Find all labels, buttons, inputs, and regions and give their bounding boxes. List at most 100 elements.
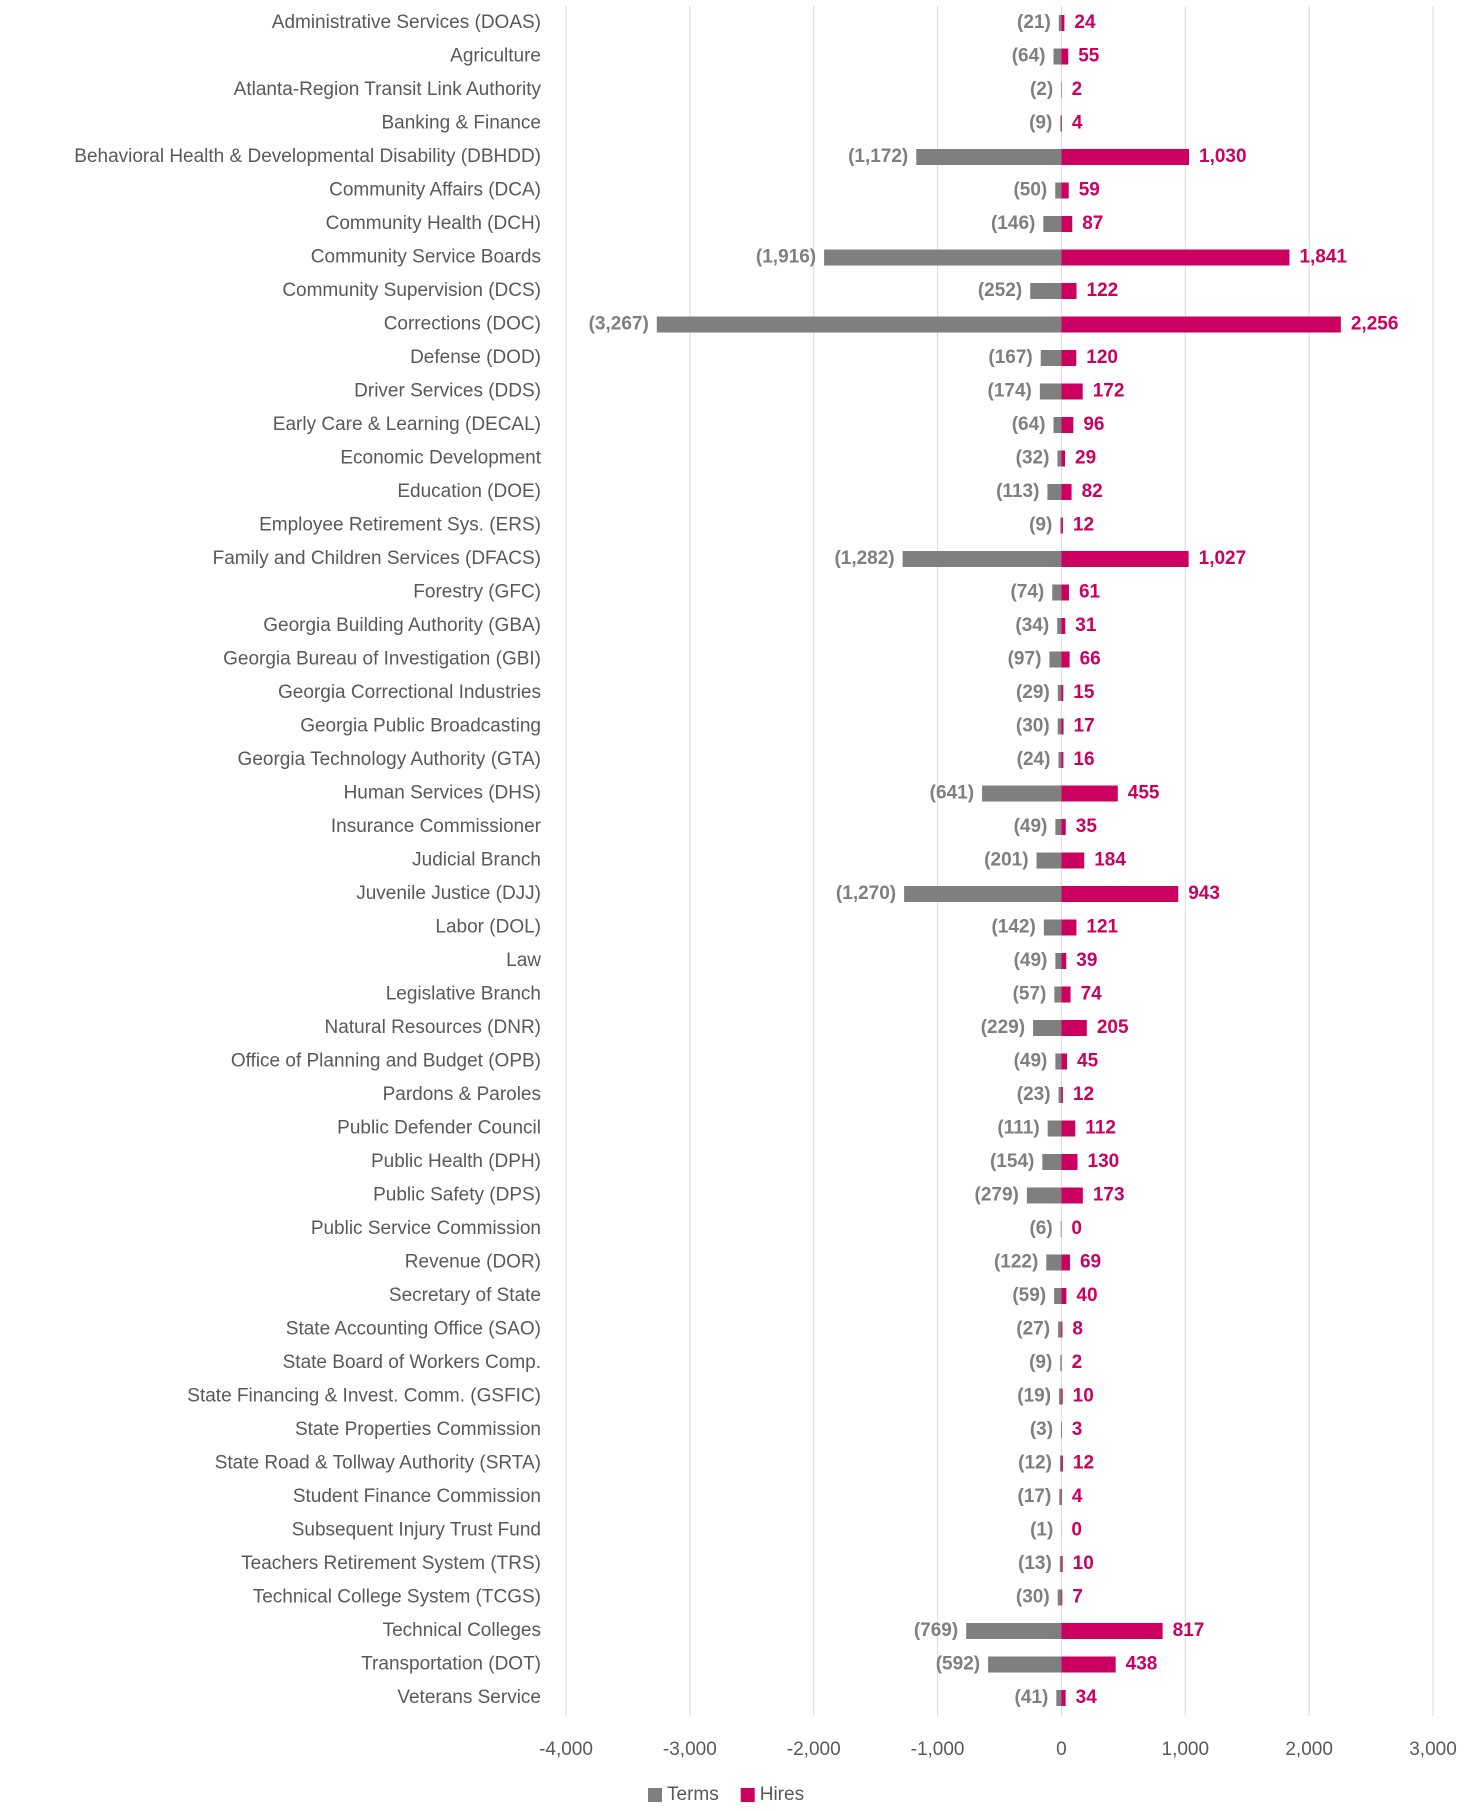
bar — [1057, 618, 1062, 634]
category-label: State Road & Tollway Authority (SRTA) — [215, 1453, 541, 1474]
bar — [1055, 819, 1062, 835]
value-label: 24 — [1074, 12, 1096, 33]
category-label: Atlanta-Region Transit Link Authority — [234, 79, 542, 100]
value-label: 4 — [1072, 1486, 1083, 1507]
category-label: Law — [506, 950, 541, 971]
bar — [1061, 1288, 1067, 1304]
category-label: Human Services (DHS) — [344, 783, 541, 804]
category-label: Corrections (DOC) — [384, 314, 541, 335]
value-label: (111) — [997, 1118, 1039, 1139]
value-label: (41) — [1015, 1687, 1049, 1708]
value-label: (592) — [936, 1654, 980, 1675]
value-label: (201) — [984, 850, 1028, 871]
value-label: (113) — [996, 481, 1039, 502]
value-label: (1) — [1030, 1520, 1053, 1541]
bar — [1058, 1087, 1062, 1103]
bar — [1061, 752, 1064, 768]
value-label: 29 — [1075, 448, 1096, 469]
value-label: (641) — [930, 783, 974, 804]
bar — [1061, 551, 1189, 567]
x-tick-label: -1,000 — [911, 1739, 965, 1760]
category-label: Labor (DOL) — [435, 917, 541, 938]
value-label: 8 — [1072, 1319, 1083, 1340]
bar — [1061, 517, 1063, 534]
category-label: Insurance Commissioner — [331, 816, 542, 837]
category-label: Natural Resources (DNR) — [325, 1017, 541, 1038]
bar — [1061, 450, 1066, 467]
value-label: (1,282) — [834, 548, 894, 569]
bar — [1060, 1221, 1062, 1237]
bar — [1049, 651, 1062, 668]
bar — [1061, 1690, 1066, 1706]
value-label: (64) — [1012, 46, 1046, 67]
value-label: (122) — [994, 1252, 1038, 1273]
bar — [982, 785, 1062, 802]
bar — [1061, 718, 1064, 735]
value-label: (64) — [1012, 414, 1046, 435]
category-label: Teachers Retirement System (TRS) — [241, 1553, 541, 1574]
value-label: 1,030 — [1199, 146, 1247, 167]
value-label: (252) — [978, 280, 1022, 301]
bar — [1042, 1154, 1062, 1170]
value-label: (97) — [1008, 649, 1042, 670]
bar — [1061, 1589, 1063, 1606]
value-label: 12 — [1073, 515, 1094, 536]
category-label: Banking & Finance — [382, 113, 542, 134]
bar — [1039, 383, 1062, 400]
value-label: (21) — [1017, 12, 1051, 33]
category-label: Community Health (DCH) — [326, 213, 541, 234]
value-label: (50) — [1013, 180, 1047, 201]
bar — [1061, 1455, 1063, 1472]
value-label: 184 — [1094, 850, 1126, 871]
bar — [1033, 1020, 1062, 1036]
value-label: (9) — [1029, 113, 1052, 134]
bar — [1055, 182, 1062, 199]
bar — [1061, 1120, 1076, 1137]
category-label: Driver Services (DDS) — [354, 381, 541, 402]
bar — [1061, 1623, 1163, 1639]
bar — [1061, 15, 1065, 31]
bar — [1061, 1556, 1063, 1572]
category-label: Public Service Commission — [311, 1218, 541, 1239]
value-label: (2) — [1030, 79, 1053, 100]
value-label: 4 — [1072, 113, 1083, 134]
bar — [1060, 1355, 1062, 1371]
value-label: 121 — [1086, 917, 1118, 938]
category-label: Juvenile Justice (DJJ) — [356, 883, 541, 904]
value-label: 130 — [1088, 1151, 1120, 1172]
value-label: (12) — [1018, 1453, 1052, 1474]
bar — [1047, 484, 1062, 500]
x-tick-label: -4,000 — [539, 1739, 593, 1760]
value-label: 10 — [1073, 1386, 1094, 1407]
category-label: Pardons & Paroles — [383, 1084, 541, 1105]
bar — [656, 316, 1062, 333]
value-label: 122 — [1087, 280, 1119, 301]
bar — [902, 551, 1062, 567]
bar — [1057, 718, 1062, 735]
bar — [1061, 484, 1072, 500]
category-label: Veterans Service — [397, 1687, 541, 1708]
value-label: 59 — [1079, 180, 1100, 201]
category-label: Community Supervision (DCS) — [282, 280, 541, 301]
value-label: 74 — [1081, 984, 1103, 1005]
bar — [1052, 584, 1062, 601]
bar — [1054, 986, 1062, 1003]
category-label: Revenue (DOR) — [405, 1252, 541, 1273]
category-label: State Properties Commission — [295, 1419, 541, 1440]
value-label: (30) — [1016, 1587, 1050, 1608]
bar — [1058, 15, 1062, 31]
category-label: Defense (DOD) — [410, 347, 541, 368]
category-label: State Financing & Invest. Comm. (GSFIC) — [187, 1386, 541, 1407]
category-label: Georgia Correctional Industries — [278, 682, 541, 703]
bar — [1061, 383, 1083, 400]
bar — [1059, 1388, 1062, 1405]
value-label: (49) — [1014, 816, 1048, 837]
value-label: (34) — [1015, 615, 1049, 636]
category-label: State Board of Workers Comp. — [283, 1352, 541, 1373]
bar — [1054, 1288, 1062, 1304]
value-label: (174) — [988, 381, 1032, 402]
value-label: 0 — [1071, 1218, 1082, 1239]
value-label: 40 — [1076, 1285, 1097, 1306]
bar — [1059, 1489, 1062, 1505]
